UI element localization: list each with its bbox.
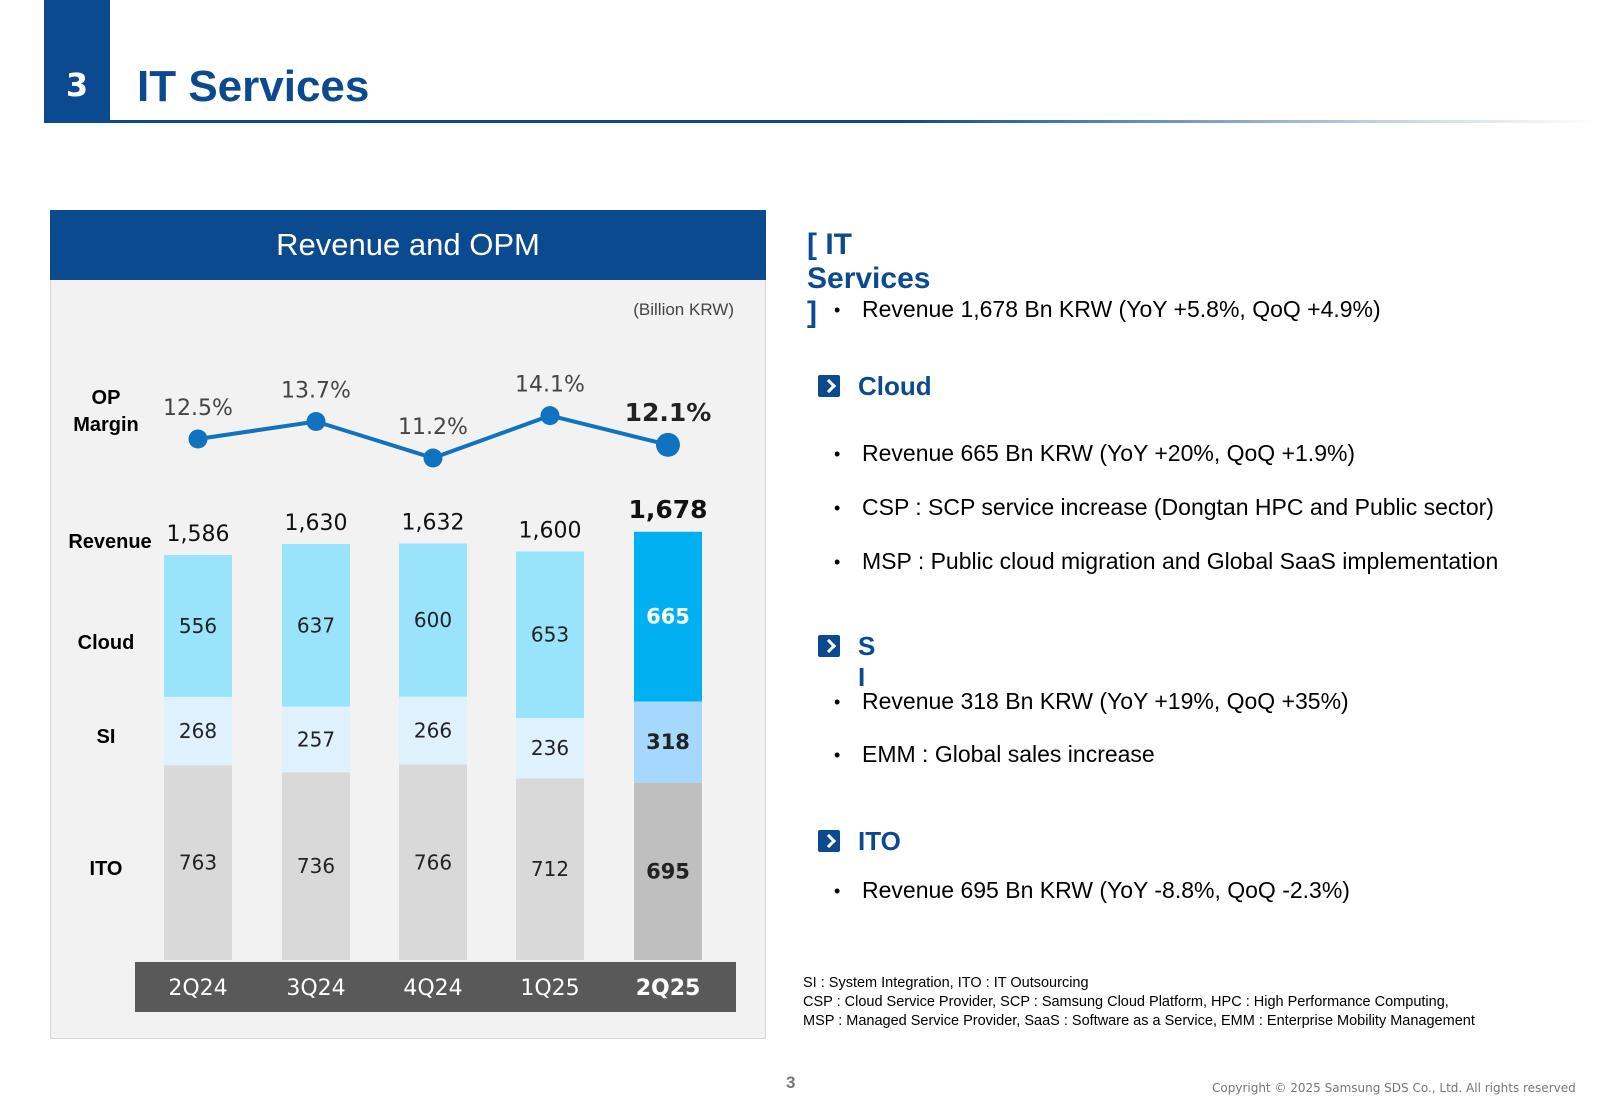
footnote: MSP : Managed Service Provider, SaaS : S… <box>803 1013 1475 1029</box>
bar-si <box>634 701 702 783</box>
bar-si <box>164 696 232 766</box>
category-axis-bar <box>135 962 736 1012</box>
chevron-right-icon <box>818 375 840 397</box>
op-margin-point <box>306 411 326 431</box>
bar-cloud <box>164 554 232 697</box>
revenue-opm-chart: OP Margin Revenue Cloud SI ITO 763 268 556 1,586 7… <box>68 373 736 1012</box>
page-title: IT Services <box>137 62 370 111</box>
revenue-total-label: 1,600 <box>519 518 582 543</box>
chevron-right-icon <box>818 830 840 852</box>
cloud-bullet: CSP : SCP service increase (Dongtan HPC … <box>834 494 1494 522</box>
op-margin-point <box>540 406 560 426</box>
bar-ito <box>516 778 584 960</box>
ito-bullet: Revenue 695 Bn KRW (YoY -8.8%, QoQ -2.3%… <box>834 877 1350 905</box>
bar-si <box>516 718 584 779</box>
bar-cloud <box>516 551 584 719</box>
si-bullet: Revenue 318 Bn KRW (YoY +19%, QoQ +35%) <box>834 688 1349 716</box>
bar-cloud-value: 556 <box>179 614 217 638</box>
revenue-total-label: 1,586 <box>167 522 230 547</box>
bar-cloud <box>399 543 467 697</box>
bar-ito <box>164 765 232 960</box>
bar-cloud-value: 665 <box>646 605 690 629</box>
cloud-heading: Cloud <box>858 371 932 401</box>
bar-si-value: 257 <box>297 727 335 751</box>
bar-cloud <box>282 544 350 707</box>
op-margin-label: 12.1% <box>625 398 712 427</box>
revenue-total-label: 1,630 <box>285 511 348 536</box>
si-heading: S I <box>858 631 876 692</box>
bar-ito-value: 695 <box>646 859 690 883</box>
category-label: 1Q25 <box>520 976 579 1001</box>
copyright: Copyright © 2025 Samsung SDS Co., Ltd. A… <box>1212 1081 1576 1095</box>
bar-ito-value: 712 <box>531 857 569 881</box>
row-label-margin: Margin <box>73 414 139 436</box>
category-label: 2Q24 <box>168 976 227 1001</box>
ito-heading: ITO <box>858 826 901 856</box>
bar-cloud-value: 600 <box>414 608 452 632</box>
category-label: 3Q24 <box>286 976 345 1001</box>
summary-bullet: Revenue 1,678 Bn KRW (YoY +5.8%, QoQ +4.… <box>834 296 1381 324</box>
category-label: 4Q24 <box>403 976 462 1001</box>
bar-ito <box>399 764 467 960</box>
bar-ito <box>282 772 350 960</box>
chart-unit-label: (Billion KRW) <box>633 300 734 319</box>
bar-ito-value: 736 <box>297 854 335 878</box>
op-margin-point <box>188 429 208 449</box>
revenue-total-label: 1,678 <box>628 495 707 524</box>
row-label-op: OP <box>92 387 121 409</box>
op-margin-point <box>423 448 443 468</box>
op-margin-label: 12.5% <box>163 396 233 421</box>
commentary-heading: [ IT Services ] <box>807 228 931 329</box>
bar-si-value: 268 <box>179 719 217 743</box>
op-margin-label: 14.1% <box>515 373 585 398</box>
bar-si <box>282 706 350 773</box>
row-label-si: SI <box>97 726 116 748</box>
title-divider <box>44 120 1600 123</box>
bar-si-value: 236 <box>531 736 569 760</box>
si-bullet: EMM : Global sales increase <box>834 741 1155 769</box>
section-number-box <box>44 0 110 123</box>
cloud-bullet: MSP : Public cloud migration and Global … <box>834 548 1498 576</box>
section-number: 3 <box>65 66 89 104</box>
bar-ito-value: 766 <box>414 850 452 874</box>
bar-cloud-value: 653 <box>531 623 569 647</box>
bar-si <box>399 696 467 765</box>
op-margin-point <box>656 432 680 457</box>
revenue-total-label: 1,632 <box>402 511 465 536</box>
footnote: CSP : Cloud Service Provider, SCP : Sams… <box>803 994 1449 1010</box>
op-margin-label: 13.7% <box>281 378 351 403</box>
bar-si-value: 318 <box>646 730 690 754</box>
footnote: SI : System Integration, ITO : IT Outsou… <box>803 975 1089 991</box>
bar-cloud-value: 637 <box>297 613 335 637</box>
bar-ito-value: 763 <box>179 851 217 875</box>
row-label-revenue: Revenue <box>68 531 151 553</box>
row-label-ito: ITO <box>90 858 123 880</box>
category-label: 2Q25 <box>636 976 701 1001</box>
cloud-bullet: Revenue 665 Bn KRW (YoY +20%, QoQ +1.9%) <box>834 440 1355 468</box>
row-label-cloud: Cloud <box>78 632 135 654</box>
bar-si-value: 266 <box>414 719 452 743</box>
bar-cloud <box>634 531 702 702</box>
chart-panel-title: Revenue and OPM <box>50 210 766 280</box>
page-number: 3 <box>786 1073 796 1092</box>
op-margin-label: 11.2% <box>398 415 468 440</box>
chevron-right-icon <box>818 635 840 657</box>
bar-ito <box>634 782 702 960</box>
